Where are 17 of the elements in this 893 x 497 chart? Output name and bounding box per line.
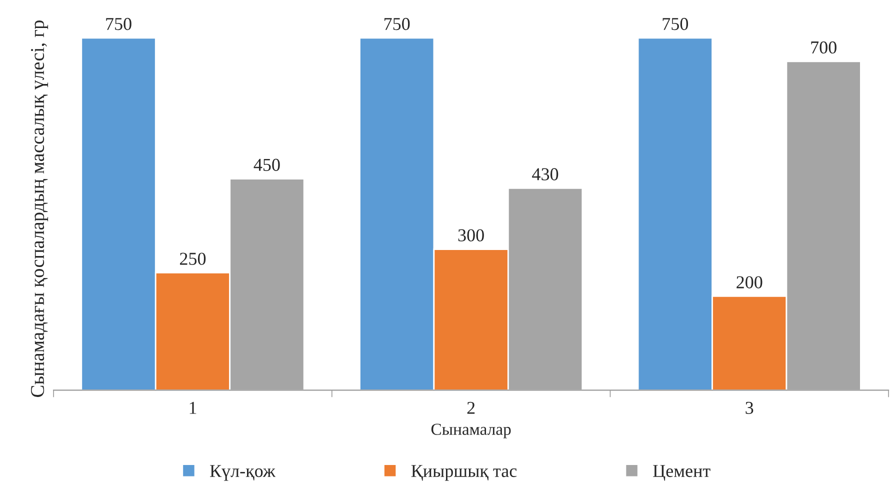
data-label: 750 — [106, 18, 132, 30]
data-label: 430 — [532, 168, 558, 180]
data-label: 200 — [736, 276, 762, 288]
y-axis-title: Сынамадағы қоспалардың массалық үлесі, гр — [31, 20, 48, 397]
data-label: 700 — [811, 41, 836, 54]
data-label: 750 — [662, 18, 688, 30]
legend-label: Цемент — [653, 465, 710, 481]
x-tick-label: 1 — [190, 402, 196, 414]
data-label: 300 — [458, 229, 484, 242]
data-label: 250 — [180, 252, 206, 265]
x-tick-label: 2 — [467, 402, 475, 414]
data-label: 750 — [384, 18, 410, 30]
x-axis-title: Сынамалар — [431, 424, 511, 438]
data-label: 450 — [254, 158, 280, 171]
legend-label: Күл-қож — [210, 465, 276, 481]
x-tick-label: 3 — [746, 402, 754, 414]
legend-label: Қиыршық тас — [411, 465, 517, 481]
